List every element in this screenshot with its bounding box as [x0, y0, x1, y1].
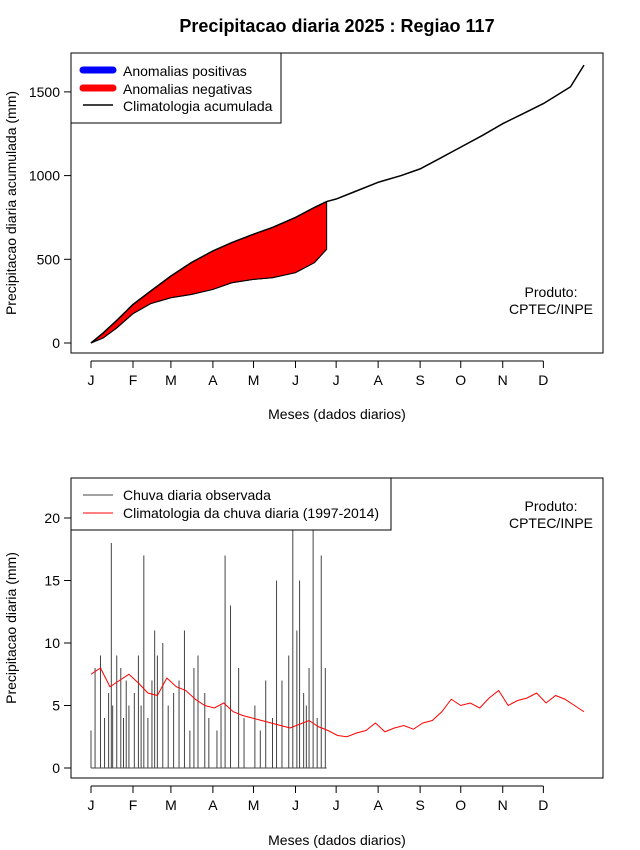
top-x-tick-label: A	[208, 372, 218, 388]
legend-label-negative: Anomalias negativas	[123, 81, 252, 97]
bottom-x-label: Meses (dados diarios)	[268, 832, 406, 848]
top-legend: Anomalias positivas Anomalias negativas …	[70, 52, 282, 124]
legend-label-positive: Anomalias positivas	[123, 63, 247, 79]
top-y-label: Precipitacao diaria acumulada (mm)	[3, 91, 19, 315]
top-x-tick-label: F	[129, 372, 138, 388]
top-x-tick-label: J	[333, 372, 340, 388]
bottom-x-tick-label: A	[373, 797, 383, 813]
top-x-tick-label: J	[88, 372, 95, 388]
daily-climatology-line	[90, 667, 585, 738]
climatology-accumulated-line	[90, 64, 585, 344]
bottom-legend-box	[70, 477, 392, 531]
top-credit-line-1: Produto:	[525, 284, 578, 300]
bottom-x-tick-label: J	[292, 797, 299, 813]
chart-title: Precipitacao diaria 2025 : Regiao 117	[179, 16, 494, 36]
bottom-legend: Chuva diaria observada Climatologia da c…	[70, 477, 392, 531]
bottom-x-tick-label: O	[455, 797, 466, 813]
bottom-x-tick-label: D	[538, 797, 548, 813]
top-x-tick-label: J	[292, 372, 299, 388]
daily-precipitation-chart: 0 5 10 15 20 J F M A M J J A S O N D Meses (dados diari…	[3, 477, 604, 848]
bottom-x-tick-label: F	[129, 797, 138, 813]
top-credit-line-2: CPTEC/INPE	[509, 301, 593, 317]
top-plot-frame	[70, 52, 604, 354]
negative-anomaly-area	[90, 200, 328, 344]
accumulated-precipitation-chart: 0 500 1000 1500 J F M A M J J A S O N D Meses (dados d…	[3, 52, 604, 422]
bottom-y-tick-label: 5	[52, 698, 60, 714]
top-x-tick-label: M	[248, 372, 260, 388]
bottom-credit-line-2: CPTEC/INPE	[509, 515, 593, 531]
bottom-credit-line-1: Produto:	[525, 498, 578, 514]
bottom-y-tick-label: 15	[44, 573, 60, 589]
top-x-tick-label: A	[373, 372, 383, 388]
bottom-x-tick-label: A	[208, 797, 218, 813]
bottom-y-axis: 0 5 10 15 20	[44, 510, 71, 776]
bottom-y-label: Precipitacao diaria (mm)	[3, 552, 19, 704]
top-y-tick-label: 500	[37, 251, 61, 267]
bottom-x-tick-label: M	[165, 797, 177, 813]
bottom-y-tick-label: 10	[44, 635, 60, 651]
bottom-plot-marks	[90, 530, 585, 769]
bottom-x-tick-label: J	[88, 797, 95, 813]
top-x-label: Meses (dados diarios)	[268, 406, 406, 422]
legend-label-daily-clim: Climatologia da chuva diaria (1997-2014)	[123, 505, 379, 521]
bottom-x-tick-label: S	[415, 797, 424, 813]
top-x-tick-label: D	[538, 372, 548, 388]
bottom-y-tick-label: 20	[44, 510, 60, 526]
top-y-tick-label: 1000	[29, 168, 60, 184]
legend-label-climatology: Climatologia acumulada	[123, 98, 273, 114]
top-y-axis: 0 500 1000 1500	[29, 84, 71, 351]
bottom-y-tick-label: 0	[52, 760, 60, 776]
top-y-tick-label: 1500	[29, 84, 60, 100]
bottom-x-tick-label: N	[498, 797, 508, 813]
observed-accumulated-line	[90, 248, 328, 344]
top-y-tick-label: 0	[52, 335, 60, 351]
top-x-tick-label: S	[415, 372, 424, 388]
top-x-tick-label: M	[165, 372, 177, 388]
top-plot-marks	[90, 64, 585, 344]
top-x-tick-label: O	[455, 372, 466, 388]
legend-label-observed: Chuva diaria observada	[123, 487, 271, 503]
bottom-x-tick-label: J	[333, 797, 340, 813]
bottom-x-tick-label: M	[248, 797, 260, 813]
top-x-tick-label: N	[498, 372, 508, 388]
